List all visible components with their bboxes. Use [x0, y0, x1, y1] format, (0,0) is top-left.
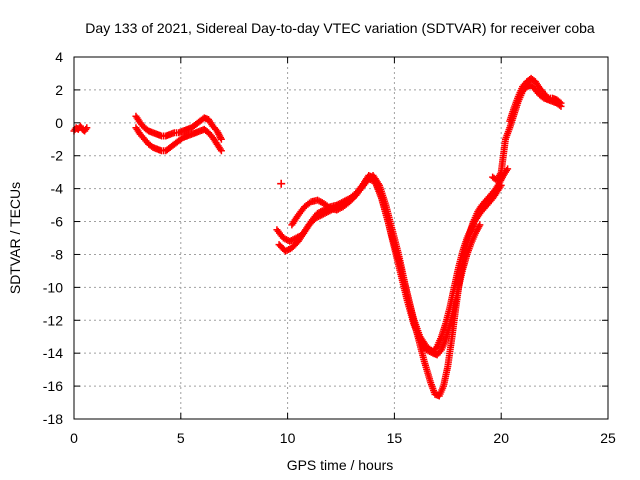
data-point [497, 181, 505, 189]
y-tick-label: -10 [43, 279, 63, 295]
x-tick-label: 25 [600, 430, 616, 446]
y-tick-label: 0 [55, 115, 63, 131]
data-point [557, 99, 565, 107]
x-tick-label: 0 [70, 430, 78, 446]
series-track-h [506, 74, 565, 125]
x-tick-label: 5 [177, 430, 185, 446]
series-track-g [489, 81, 565, 184]
axis-ticks: -18 -16 -14 -12 -10 -8 -6 -4 -2 0 2 4 0 5 10 15 20 25 [43, 49, 616, 446]
y-tick-label: -18 [43, 411, 63, 427]
y-axis-label: SDTVAR / TECUs [7, 182, 23, 294]
data-point [217, 135, 225, 143]
data-point [504, 165, 512, 173]
y-tick-label: -6 [51, 214, 64, 230]
data-point [476, 221, 484, 229]
grid-lines [74, 57, 608, 419]
y-tick-label: -16 [43, 378, 63, 394]
series-track-b [132, 112, 225, 143]
series-track-c [132, 124, 225, 155]
y-tick-label: -4 [51, 181, 64, 197]
y-tick-label: -2 [51, 148, 64, 164]
data-points [70, 74, 565, 400]
data-point [556, 98, 564, 106]
data-point [217, 147, 225, 155]
series-track-f [288, 175, 505, 356]
y-tick-label: 4 [55, 49, 63, 65]
x-tick-label: 15 [387, 430, 403, 446]
y-tick-label: -8 [51, 246, 64, 262]
chart-title: Day 133 of 2021, Sidereal Day-to-day VTE… [85, 20, 595, 36]
series-outlier [277, 179, 286, 188]
x-tick-label: 10 [280, 430, 296, 446]
y-tick-label: -14 [43, 345, 63, 361]
plot-frame [73, 56, 609, 420]
y-tick-label: 2 [55, 82, 63, 98]
y-tick-label: -12 [43, 312, 63, 328]
data-point [277, 179, 286, 188]
data-point [83, 124, 91, 132]
x-axis-label: GPS time / hours [287, 457, 394, 473]
x-tick-label: 20 [493, 430, 509, 446]
